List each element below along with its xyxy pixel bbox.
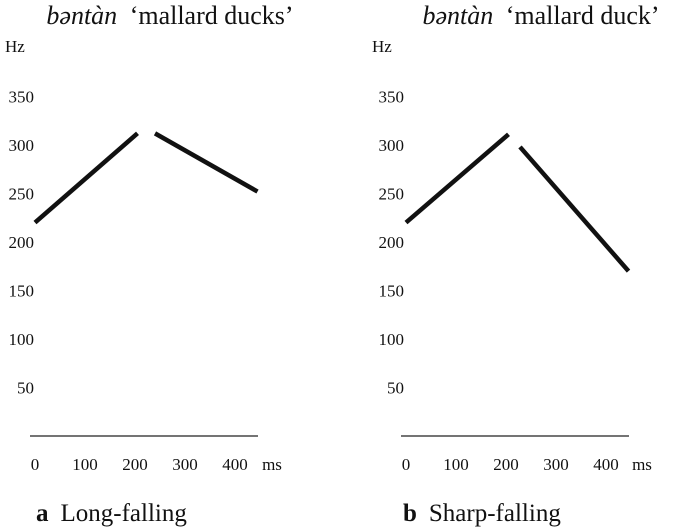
y-tick-250-a: 250 (9, 185, 35, 204)
y-tick-150-a: 150 (9, 282, 35, 301)
x-tick-0-b: 0 (402, 455, 411, 474)
y-tick-labels-b: 50 100 150 200 250 300 350 (379, 88, 405, 398)
y-tick-200-a: 200 (9, 233, 35, 252)
y-tick-350-b: 350 (379, 88, 405, 107)
y-axis-label-b: Hz (372, 37, 392, 56)
panel-label-a: a (36, 500, 49, 527)
panel-caption-a: a Long-falling (36, 500, 187, 527)
contour-segment-1-b (404, 132, 510, 225)
contour-series-b (404, 132, 631, 273)
x-axis-unit-b: ms (632, 455, 652, 474)
y-tick-100-b: 100 (379, 330, 405, 349)
x-tick-300-b: 300 (543, 455, 569, 474)
panel-caption-text-b: Sharp-falling (429, 500, 561, 527)
chart-title-b: bəntàn ‘mallard duck’ (422, 1, 659, 30)
chart-title-gloss-b: ‘mallard duck’ (506, 1, 660, 30)
y-tick-350-a: 350 (9, 88, 35, 107)
y-tick-300-b: 300 (379, 136, 405, 155)
y-tick-50-a: 50 (17, 379, 34, 398)
x-tick-200-b: 200 (493, 455, 519, 474)
y-axis-label-a: Hz (5, 37, 25, 56)
y-tick-200-b: 200 (379, 233, 405, 252)
x-tick-300-a: 300 (172, 455, 198, 474)
x-tick-labels-a: 0 100 200 300 400 (31, 455, 248, 474)
contour-segment-2-a (153, 131, 259, 194)
y-tick-labels-a: 50 100 150 200 250 300 350 (9, 88, 35, 398)
contour-segment-2-b (518, 145, 631, 273)
y-tick-150-b: 150 (379, 282, 405, 301)
x-tick-400-b: 400 (593, 455, 619, 474)
x-tick-400-a: 400 (222, 455, 248, 474)
x-tick-100-b: 100 (443, 455, 469, 474)
chart-title-word-b: bəntàn (422, 1, 493, 30)
x-axis-unit-a: ms (262, 455, 282, 474)
panel-a: bəntàn ‘mallard ducks’ Hz 50 100 150 200 250… (5, 1, 294, 527)
panel-caption-text-a: Long-falling (61, 500, 188, 527)
panel-label-b: b (403, 500, 417, 527)
panel-b: bəntàn ‘mallard duck’ Hz 50 100 150 200 250 3… (372, 1, 660, 527)
chart-title-word-a: bəntàn (46, 1, 117, 30)
y-tick-250-b: 250 (379, 185, 405, 204)
contour-segment-1-a (33, 131, 139, 225)
x-tick-200-a: 200 (122, 455, 148, 474)
y-tick-300-a: 300 (9, 136, 35, 155)
x-tick-100-a: 100 (72, 455, 98, 474)
y-tick-50-b: 50 (387, 379, 404, 398)
chart-title-gloss-a: ‘mallard ducks’ (130, 1, 294, 30)
x-tick-0-a: 0 (31, 455, 40, 474)
x-tick-labels-b: 0 100 200 300 400 (402, 455, 619, 474)
contour-series-a (33, 131, 259, 225)
chart-title-a: bəntàn ‘mallard ducks’ (46, 1, 293, 30)
y-tick-100-a: 100 (9, 330, 35, 349)
panel-caption-b: b Sharp-falling (403, 500, 561, 527)
